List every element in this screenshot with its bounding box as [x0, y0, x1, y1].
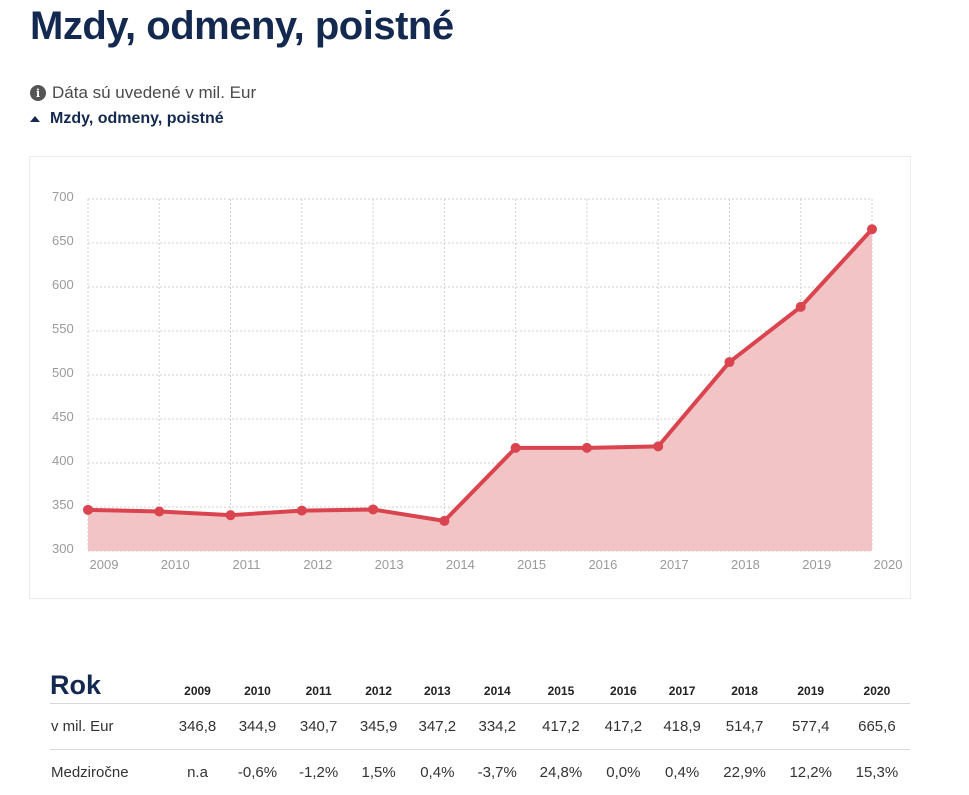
table-cell: 24,8%	[528, 750, 594, 795]
table-year-header: 2011	[288, 652, 349, 704]
table-cell: 334,2	[467, 704, 528, 750]
table-cell: 417,2	[594, 704, 653, 750]
data-point	[796, 302, 806, 312]
table-year-header: 2015	[528, 652, 594, 704]
x-tick-label: 2019	[802, 557, 831, 572]
chart-collapse-toggle-label: Mzdy, odmeny, poistné	[50, 110, 224, 128]
table-cell: -1,2%	[288, 750, 349, 795]
table-year-header: 2020	[844, 652, 910, 704]
table-cell: 22,9%	[711, 750, 777, 795]
table-cell: 1,5%	[349, 750, 408, 795]
y-tick-label: 350	[52, 497, 74, 512]
table-year-header: 2012	[349, 652, 408, 704]
table-cell: 344,9	[227, 704, 288, 750]
table-cell: -0,6%	[227, 750, 288, 795]
table-cell: 0,0%	[594, 750, 653, 795]
x-tick-label: 2013	[375, 557, 404, 572]
table-cell: 514,7	[711, 704, 777, 750]
series-area	[88, 229, 872, 551]
data-point	[582, 443, 592, 453]
x-tick-label: 2016	[588, 557, 617, 572]
table-row-label: v mil. Eur	[50, 704, 168, 750]
data-point	[867, 224, 877, 234]
table-cell: 0,4%	[408, 750, 467, 795]
table-cell: 665,6	[844, 704, 910, 750]
table-cell: -3,7%	[467, 750, 528, 795]
table-row-label: Medziročne	[50, 750, 168, 795]
table-cell: 0,4%	[653, 750, 712, 795]
table-year-header: 2014	[467, 652, 528, 704]
data-point	[83, 505, 93, 515]
table-cell: 12,2%	[778, 750, 844, 795]
caret-up-icon	[30, 116, 40, 122]
chart-card: 700 650 600 550 500 450 400 350 300 2009 2010 2011 2…	[29, 156, 911, 599]
data-point	[297, 506, 307, 516]
data-unit-note-text: Dáta sú uvedené v mil. Eur	[52, 83, 256, 103]
x-tick-label: 2018	[731, 557, 760, 572]
table-year-header: 2019	[778, 652, 844, 704]
x-tick-label: 2010	[161, 557, 190, 572]
table-cell: 345,9	[349, 704, 408, 750]
y-tick-label: 550	[52, 321, 74, 336]
table-year-header: 2018	[711, 652, 777, 704]
y-tick-label: 650	[52, 233, 74, 248]
x-tick-label: 2009	[90, 557, 119, 572]
y-tick-label: 450	[52, 409, 74, 424]
y-tick-label: 300	[52, 541, 74, 556]
data-point	[439, 516, 449, 526]
data-point	[368, 504, 378, 514]
x-tick-label: 2011	[233, 557, 261, 572]
data-point	[226, 510, 236, 520]
info-icon: i	[30, 85, 46, 101]
x-tick-label: 2017	[660, 557, 689, 572]
table-cell: 340,7	[288, 704, 349, 750]
x-tick-label: 2015	[517, 557, 546, 572]
table-cell: 346,8	[168, 704, 227, 750]
area-chart: 700 650 600 550 500 450 400 350 300 2009 2010 2011 2…	[30, 157, 912, 600]
y-tick-label: 500	[52, 365, 74, 380]
table-cell: 15,3%	[844, 750, 910, 795]
data-point	[154, 506, 164, 516]
table-year-header: 2013	[408, 652, 467, 704]
data-point	[511, 443, 521, 453]
table-cell: 418,9	[653, 704, 712, 750]
table-cell: 577,4	[778, 704, 844, 750]
page-title: Mzdy, odmeny, poistné	[30, 4, 454, 49]
x-tick-label: 2012	[303, 557, 332, 572]
table-year-header: 2009	[168, 652, 227, 704]
table-cell: 347,2	[408, 704, 467, 750]
x-tick-label: 2020	[874, 557, 903, 572]
data-unit-note: i Dáta sú uvedené v mil. Eur	[30, 83, 256, 103]
table-header-label: Rok	[50, 652, 168, 704]
y-tick-label: 700	[52, 189, 74, 204]
data-point	[724, 357, 734, 367]
table-cell: n.a	[168, 750, 227, 795]
y-tick-label: 400	[52, 453, 74, 468]
table-year-header: 2017	[653, 652, 712, 704]
data-point	[653, 441, 663, 451]
x-tick-label: 2014	[446, 557, 475, 572]
chart-collapse-toggle[interactable]: Mzdy, odmeny, poistné	[30, 110, 224, 128]
y-tick-label: 600	[52, 277, 74, 292]
table-year-header: 2010	[227, 652, 288, 704]
table-cell: 417,2	[528, 704, 594, 750]
table-year-header: 2016	[594, 652, 653, 704]
